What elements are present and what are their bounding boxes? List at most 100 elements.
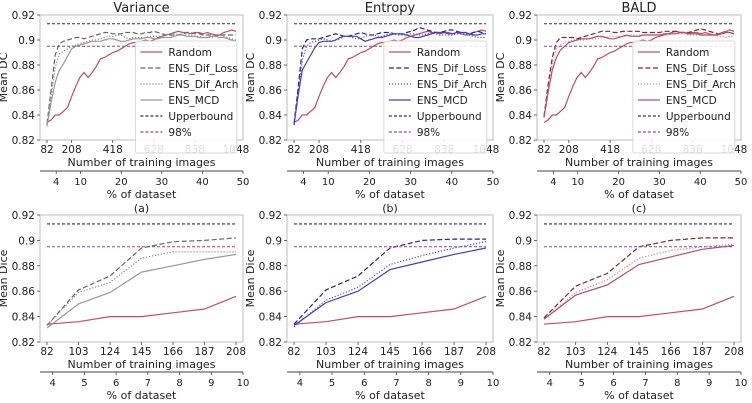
chart-panel-top-right: BALD 0.82 0.84 0.86 0.88 0.9 0.92 Mean DC 82 208 4… [494,1,747,215]
legend-label: Random [417,47,460,59]
chart-title: BALD [621,1,656,16]
legend-label: Upperbound [168,111,233,123]
y-tick-label: 0.88 [12,60,35,72]
x-tick-label: 82 [287,346,300,358]
x2-tick-label: 40 [196,177,209,188]
y-tick-label: 0.88 [509,60,532,72]
y-tick-label: 0.86 [509,286,533,298]
x2-tick-label: 10 [237,378,250,389]
axes-frame [536,214,742,343]
x-tick-label: 166 [412,346,432,358]
x-tick-label: 187 [444,346,464,358]
series-line-random [543,295,735,325]
legend-box [632,40,736,154]
y-tick-label: 0.86 [12,286,36,298]
x-tick-label: 166 [661,346,681,358]
series-line-ens-mcd [46,253,237,329]
x-tick-label: 82 [537,144,550,156]
x-tick-label: 124 [597,346,617,358]
y-tick-label: 0.92 [509,10,532,22]
x2-tick-label: 7 [642,378,648,389]
x2-tick-label: 50 [735,177,748,188]
legend-label: 98% [666,127,689,139]
x-tick-label: 145 [629,346,649,358]
panel-caption: (c) [632,202,647,215]
series-line-random [293,295,487,325]
x-tick-label: 187 [194,346,214,358]
x2-tick-label: 4 [53,177,59,188]
x-tick-label: 418 [351,144,371,156]
x-tick-label: 103 [316,346,336,358]
y-tick-label: 0.9 [515,35,532,47]
x-axis-label: Number of training images [316,358,464,371]
series-line-ens-dif-loss [293,238,486,325]
x2-tick-label: 9 [208,378,214,389]
series-line-ens-mcd [543,244,735,320]
x2-tick-label: 8 [674,378,680,389]
axes-frame [286,214,494,343]
y-tick-label: 0.86 [259,85,283,97]
x2-axis-label: % of dataset [107,188,177,201]
x2-axis-label: % of dataset [107,389,177,402]
legend-label: ENS_Dif_Loss [666,63,735,75]
x2-tick-label: 10 [735,378,748,389]
x2-axis-label: % of dataset [604,188,674,201]
legend-label: 98% [168,127,191,139]
legend-label: Upperbound [666,111,731,123]
y-axis-label: Mean Dice [0,249,10,307]
x2-tick-label: 4 [300,177,306,188]
panel-caption: (b) [382,202,398,215]
x2-tick-label: 5 [329,378,335,389]
series-line-ens-dif-arch [46,251,236,326]
series-line-ens-dif-loss [293,26,487,124]
legend-label: ENS_MCD [417,95,468,107]
y-tick-label: 0.82 [259,135,282,147]
x2-tick-label: 30 [404,177,417,188]
x-tick-label: 82 [40,346,53,358]
y-axis-label: Mean Dice [244,249,257,307]
legend-label: ENS_Dif_Loss [417,63,486,75]
x2-axis-label: % of dataset [604,389,674,402]
x2-tick-label: 6 [361,378,367,389]
y-tick-label: 0.84 [12,312,36,324]
y-tick-label: 0.82 [509,135,532,147]
chart-title: Variance [113,1,169,16]
x-axis-label: Number of training images [68,156,216,169]
x2-tick-label: 8 [425,378,431,389]
y-tick-label: 0.84 [259,312,283,324]
x-axis-label: Number of training images [565,358,713,371]
x2-tick-label: 20 [612,177,625,188]
legend-label: ENS_Dif_Arch [168,79,238,91]
x2-tick-label: 8 [176,378,182,389]
legend-label: ENS_MCD [168,95,219,107]
x2-tick-label: 10 [74,177,87,188]
y-tick-label: 0.9 [265,235,282,247]
y-tick-label: 0.86 [509,85,533,97]
legend-label: ENS_MCD [666,95,717,107]
x2-axis-label: % of dataset [355,188,425,201]
chart-panel-top-left: Variance 0.82 0.84 0.86 0.88 0.9 0.92 Mean DC 82… [0,1,249,215]
x2-tick-label: 30 [653,177,666,188]
x-tick-label: 208 [309,144,329,156]
x-tick-label: 145 [131,346,151,358]
y-tick-label: 0.88 [509,261,532,273]
y-tick-label: 0.9 [18,235,35,247]
x-tick-label: 82 [40,144,53,156]
series-line-ens-mcd [543,31,735,118]
x2-tick-label: 4 [547,378,553,389]
x-axis-label: Number of training images [565,156,713,169]
x-tick-label: 124 [100,346,120,358]
series-line-random [46,295,237,325]
y-tick-label: 0.88 [12,261,35,273]
legend: Random ENS_Dif_Loss ENS_Dif_Arch ENS_MCD Upp… [632,40,736,154]
x-axis-label: Number of training images [68,358,216,371]
series-line-ens-mcd [46,34,237,127]
series-line-ens-dif-arch [46,33,237,126]
x-tick-label: 103 [68,346,88,358]
x-tick-label: 145 [380,346,400,358]
legend-label: ENS_Dif_Arch [666,79,736,91]
y-tick-label: 0.82 [509,337,532,349]
series-line-ens-mcd [293,247,487,326]
x-axis-label: Number of training images [316,156,464,169]
y-axis-label: Mean DC [244,52,257,102]
